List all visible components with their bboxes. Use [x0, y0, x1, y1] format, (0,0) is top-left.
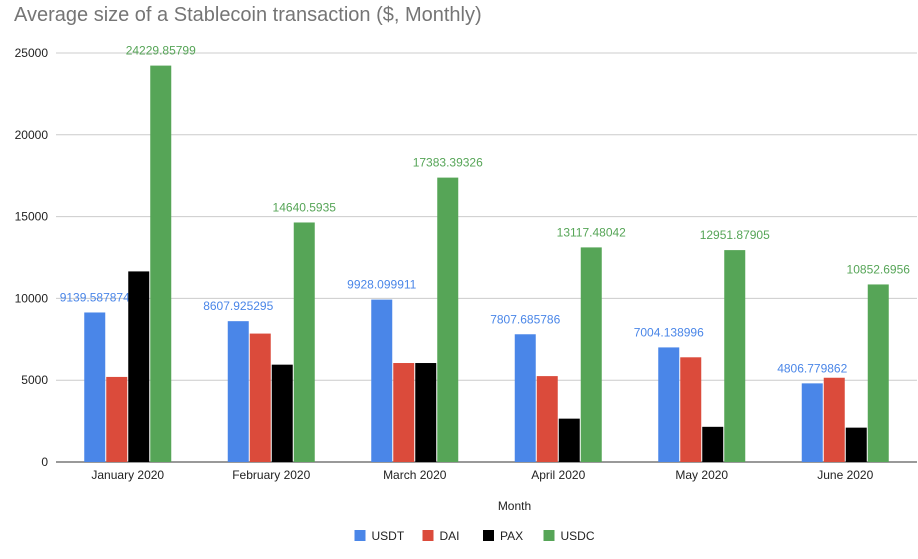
data-label: 9928.099911 [347, 278, 417, 292]
legend-label-dai: DAI [440, 529, 460, 543]
legend-label-usdt: USDT [372, 529, 405, 543]
bar-pax [845, 427, 867, 462]
y-tick-label: 25000 [15, 46, 49, 60]
data-label: 14640.5935 [273, 200, 337, 214]
bar-usdc [580, 247, 602, 462]
data-label: 17383.39326 [413, 156, 483, 170]
data-label: 9139.587874 [60, 290, 130, 304]
legend-swatch-usdc [543, 530, 555, 541]
bar-usdt [658, 347, 680, 462]
data-label: 4806.779862 [777, 361, 847, 375]
y-tick-label: 15000 [15, 210, 49, 224]
bar-usdc [867, 284, 889, 462]
x-tick-label: February 2020 [232, 468, 310, 482]
bar-usdc [724, 250, 746, 462]
data-label: 12951.87905 [700, 228, 770, 242]
data-label: 7807.685786 [490, 312, 560, 326]
legend-swatch-usdt [354, 530, 366, 541]
y-tick-label: 0 [41, 455, 48, 469]
legend-swatch-pax [483, 530, 494, 541]
legend-swatch-dai [422, 530, 434, 541]
bar-usdt [84, 312, 106, 462]
data-label: 10852.6956 [847, 262, 911, 276]
x-tick-label: May 2020 [675, 468, 728, 482]
bar-usdc [150, 65, 172, 463]
data-label: 8607.925295 [203, 299, 273, 313]
bar-pax [702, 426, 724, 462]
bar-dai [823, 377, 845, 462]
legend-label-usdc: USDC [561, 529, 595, 543]
y-tick-label: 20000 [15, 128, 49, 142]
bar-usdt [514, 334, 536, 462]
legend-label-pax: PAX [500, 529, 523, 543]
bar-dai [393, 363, 415, 462]
chart-title: Average size of a Stablecoin transaction… [14, 4, 482, 26]
data-label: 7004.138996 [634, 325, 704, 339]
bar-pax [415, 363, 437, 462]
bar-dai [536, 376, 558, 462]
x-tick-label: March 2020 [383, 468, 447, 482]
data-label: 24229.85799 [126, 44, 196, 58]
bar-dai [680, 357, 702, 462]
bar-usdt [227, 321, 249, 462]
bar-usdt [371, 299, 393, 462]
bar-usdt [801, 383, 823, 462]
bar-dai [249, 333, 271, 462]
x-axis-title: Month [498, 499, 531, 513]
bar-pax [558, 418, 580, 462]
bar-usdc [437, 177, 459, 463]
data-label: 13117.48042 [557, 225, 627, 239]
bar-dai [106, 376, 128, 462]
bar-pax [271, 364, 293, 462]
bar-pax [128, 271, 150, 462]
x-tick-label: June 2020 [817, 468, 873, 482]
x-tick-label: January 2020 [91, 468, 164, 482]
x-tick-label: April 2020 [531, 468, 585, 482]
y-tick-label: 10000 [15, 291, 49, 305]
y-tick-label: 5000 [21, 373, 48, 387]
bar-usdc [293, 222, 315, 462]
